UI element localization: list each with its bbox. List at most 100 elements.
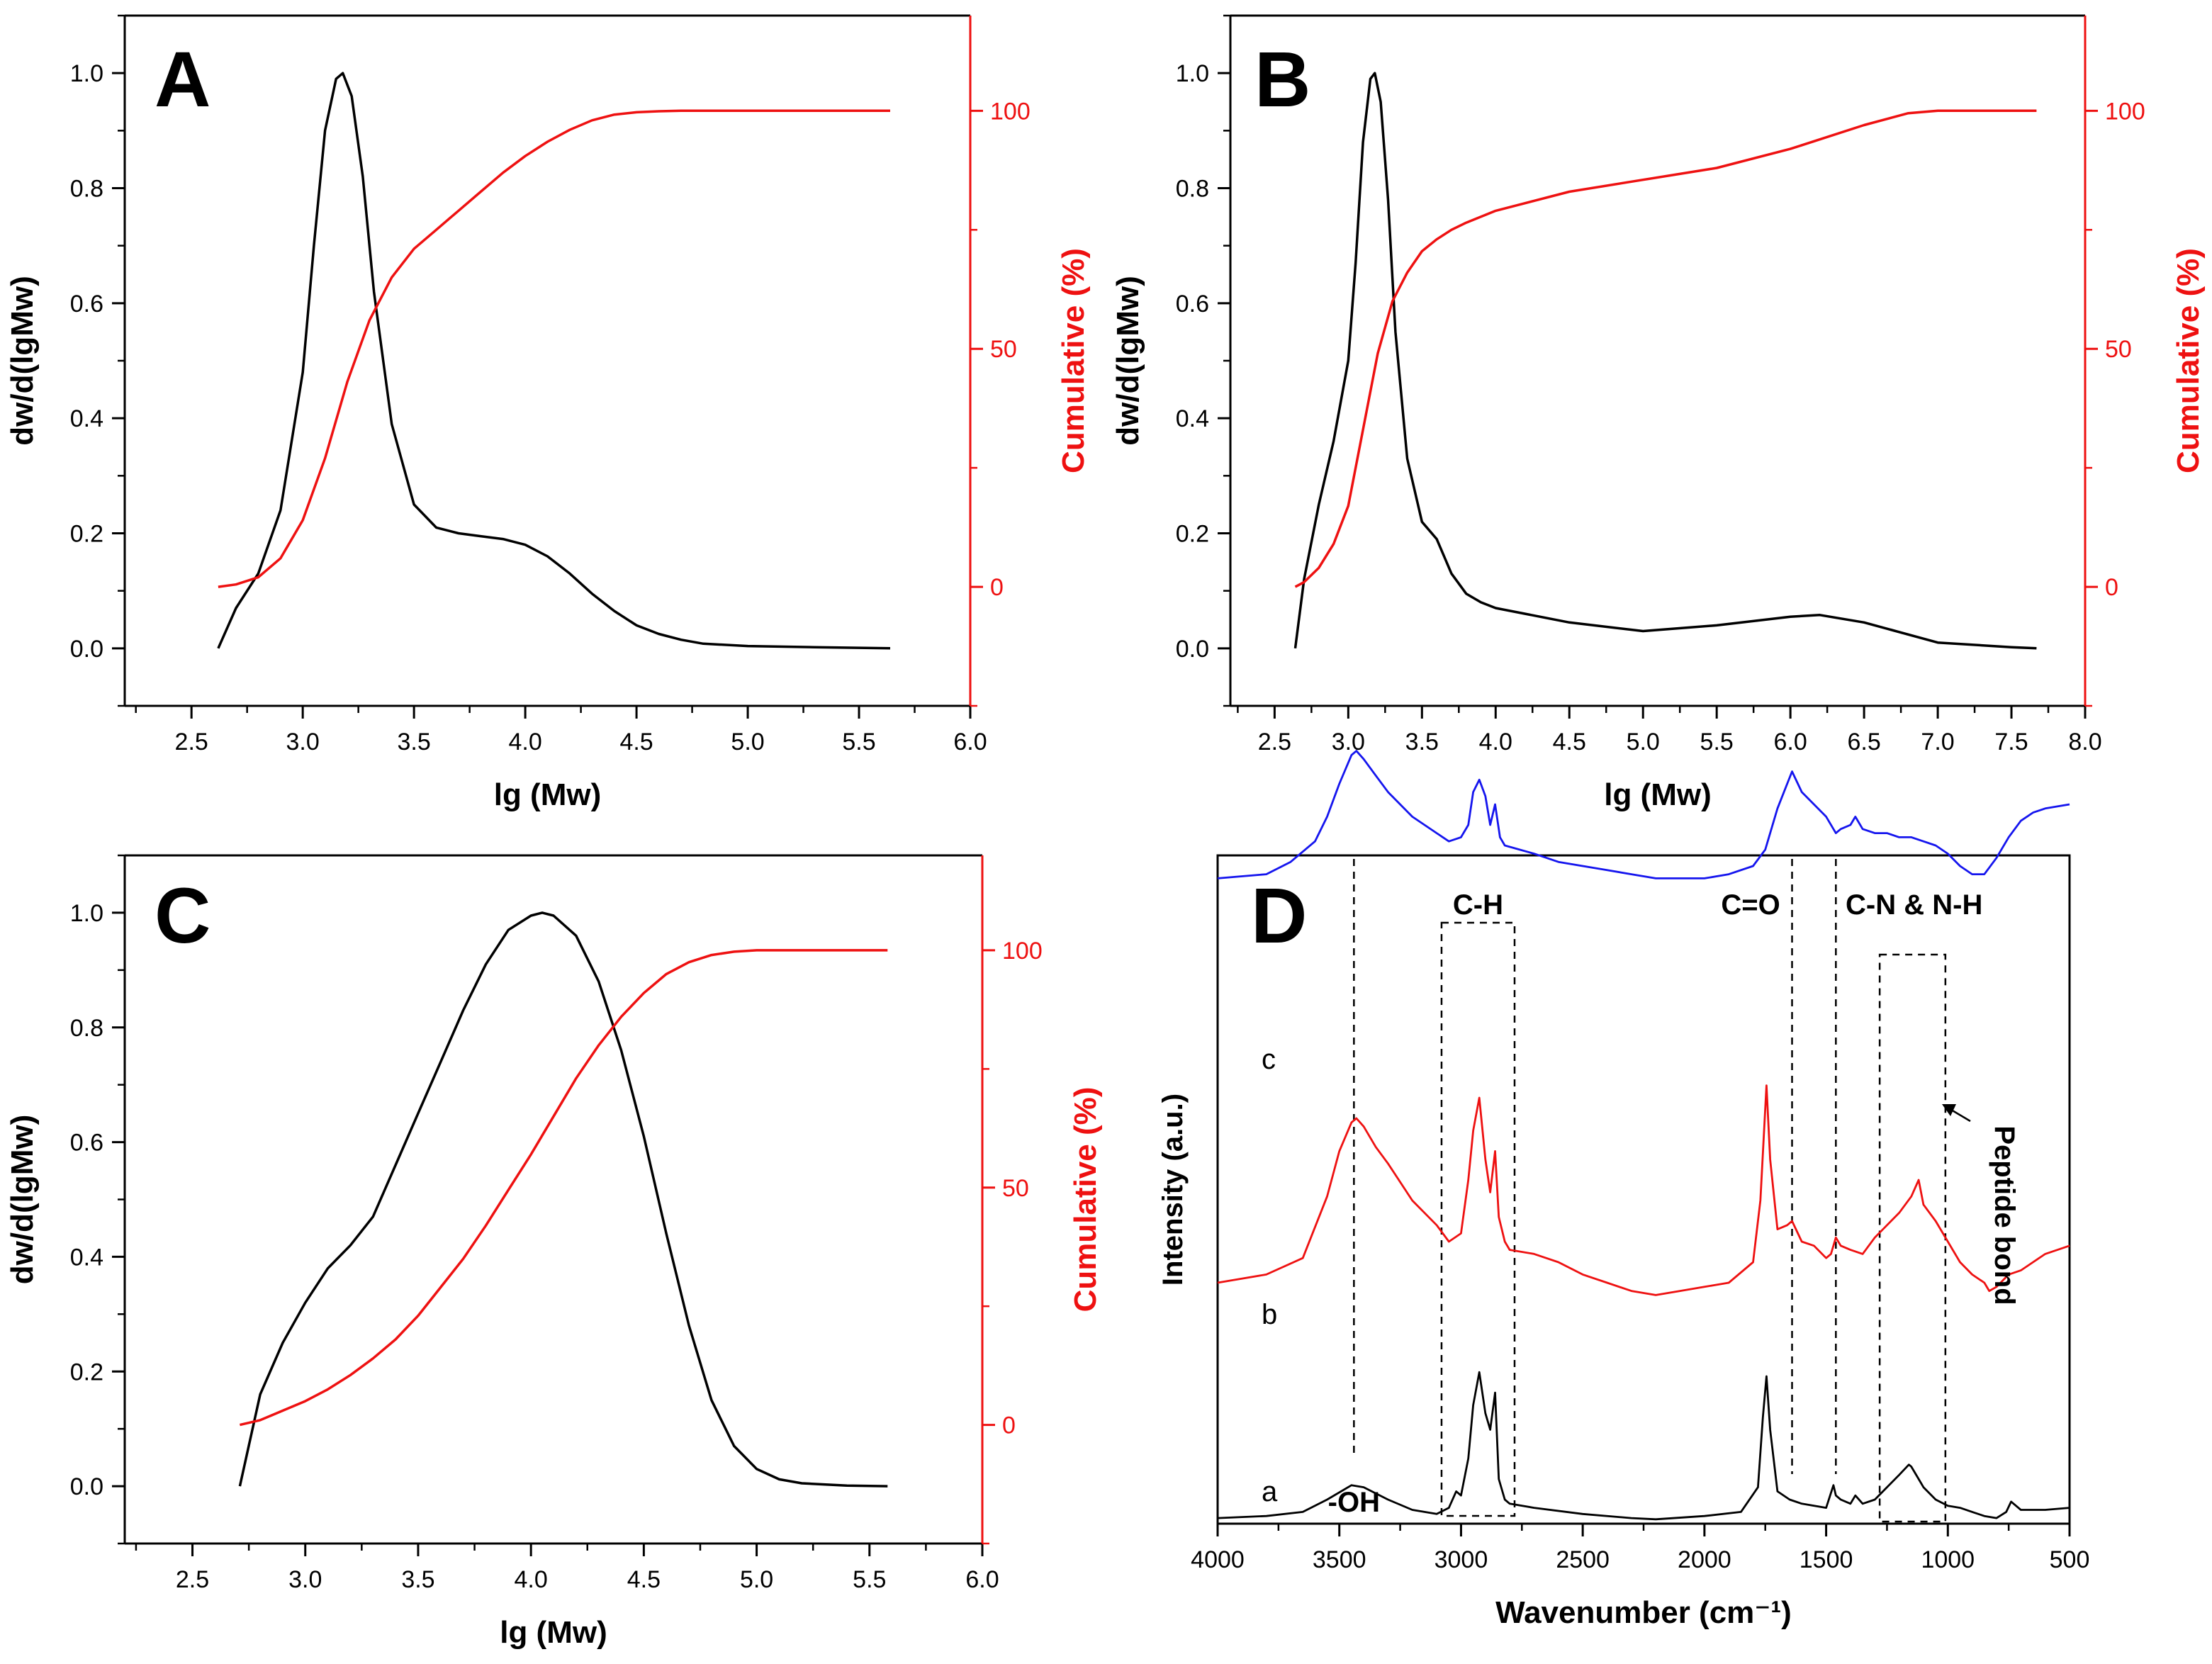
x-tick-label: 6.0 bbox=[1774, 729, 1807, 755]
y2-tick-label: 100 bbox=[2105, 98, 2145, 125]
spectrum-c bbox=[1217, 750, 2070, 879]
y2-tick-label: 100 bbox=[990, 98, 1031, 125]
x-tick-label: 5.5 bbox=[1700, 729, 1734, 755]
x-tick-label: 4.5 bbox=[619, 729, 653, 755]
x-tick-label: 3.5 bbox=[401, 1566, 434, 1593]
distribution-line bbox=[217, 72, 891, 650]
x-tick-label: 5.5 bbox=[853, 1566, 886, 1593]
x-tick-label: 4.5 bbox=[627, 1566, 661, 1593]
annotation-peptide: Peptide bond bbox=[1989, 1125, 2020, 1305]
panel-d: 4000 3500 3000 2500 2000 1500 1000 500 Wavenumbe… bbox=[1157, 750, 2090, 1630]
spectrum-a bbox=[1217, 1371, 2070, 1521]
x-tick-label: 1000 bbox=[1921, 1546, 1975, 1573]
x-tick-label: 4.0 bbox=[515, 1566, 548, 1593]
x-tick-label: 6.0 bbox=[953, 729, 987, 755]
y2-axis-label: Cumulative (%) bbox=[1056, 248, 1091, 473]
y-tick-label: 1.0 bbox=[70, 60, 103, 87]
y-tick-label: 0.0 bbox=[1176, 636, 1209, 663]
x-tick-label: 2.5 bbox=[1258, 729, 1291, 755]
spectrum-label-b: b bbox=[1262, 1299, 1277, 1330]
y-axis-label: Intensity (a.u.) bbox=[1157, 1094, 1189, 1286]
x-tick-label: 2000 bbox=[1678, 1546, 1731, 1573]
cumulative-line bbox=[240, 949, 888, 1427]
x-tick-label: 7.0 bbox=[1921, 729, 1954, 755]
y2-tick-label: 50 bbox=[990, 336, 1017, 363]
x-tick-label: 8.0 bbox=[2068, 729, 2101, 755]
y-tick-label: 0.2 bbox=[1176, 521, 1209, 548]
y2-tick-label: 50 bbox=[1002, 1175, 1029, 1202]
y-tick-label: 1.0 bbox=[1176, 60, 1209, 87]
panel-a: 2.5 3.0 3.5 4.0 4.5 5.0 5.5 6.0 0.0 0.2 0.4 0.6 0.8 1… bbox=[5, 14, 1091, 812]
y-tick-label: 0.0 bbox=[70, 636, 103, 663]
y-axis-label: dw/d(lgMw) bbox=[1111, 276, 1145, 446]
x-tick-label: 4.0 bbox=[508, 729, 541, 755]
y-tick-label: 0.8 bbox=[70, 176, 103, 203]
annotation-co: C=O bbox=[1721, 889, 1780, 921]
y-tick-label: 0.4 bbox=[70, 405, 103, 432]
y2-axis-label: Cumulative (%) bbox=[1068, 1087, 1103, 1312]
y2-tick-label: 50 bbox=[2105, 336, 2132, 363]
panel-letter: B bbox=[1254, 36, 1310, 123]
panel-c: 2.5 3.0 3.5 4.0 4.5 5.0 5.5 6.0 0.0 0.2 0.4 0.6 0.8 1… bbox=[5, 854, 1103, 1650]
x-tick-label: 500 bbox=[2050, 1546, 2090, 1573]
cumulative-line bbox=[1294, 109, 2037, 588]
panel-letter: C bbox=[155, 872, 210, 960]
x-axis-label: lg (Mw) bbox=[500, 1615, 607, 1650]
y2-tick-label: 0 bbox=[990, 574, 1004, 601]
panel-letter: A bbox=[155, 36, 210, 123]
cumulative-line bbox=[218, 109, 890, 588]
panel-b: 2.5 3.0 3.5 4.0 4.5 5.0 5.5 6.0 6.5 7.0 7.5 8.0 0.0 0… bbox=[1111, 14, 2206, 812]
x-tick-label: 5.0 bbox=[731, 729, 764, 755]
x-tick-label: 6.5 bbox=[1847, 729, 1880, 755]
y-tick-label: 0.2 bbox=[70, 521, 103, 548]
annotation-oh: -OH bbox=[1328, 1487, 1380, 1518]
y-axis-label: dw/d(lgMw) bbox=[5, 276, 40, 446]
x-tick-label: 2.5 bbox=[176, 1566, 209, 1593]
y-axis-label: dw/d(lgMw) bbox=[5, 1115, 40, 1285]
annotation-ch: C-H bbox=[1453, 889, 1503, 921]
y-tick-label: 0.6 bbox=[70, 291, 103, 317]
x-axis-label: Wavenumber (cm⁻¹) bbox=[1495, 1595, 1792, 1630]
x-tick-label: 3000 bbox=[1435, 1546, 1488, 1573]
x-tick-label: 6.0 bbox=[965, 1566, 999, 1593]
y-tick-label: 0.2 bbox=[70, 1359, 103, 1385]
distribution-line bbox=[238, 911, 888, 1488]
x-axis-label: lg (Mw) bbox=[494, 777, 602, 812]
x-tick-label: 5.5 bbox=[842, 729, 875, 755]
x-tick-label: 2.5 bbox=[175, 729, 208, 755]
peptide-arrow-head bbox=[1942, 1104, 1956, 1116]
x-tick-label: 5.0 bbox=[740, 1566, 773, 1593]
x-tick-label: 7.5 bbox=[1994, 729, 2028, 755]
x-tick-label: 3.5 bbox=[397, 729, 430, 755]
x-tick-label: 4.5 bbox=[1553, 729, 1586, 755]
y2-tick-label: 0 bbox=[1002, 1412, 1016, 1439]
y-tick-label: 0.4 bbox=[1176, 405, 1209, 432]
x-tick-label: 3.0 bbox=[286, 729, 320, 755]
x-tick-label: 4.0 bbox=[1479, 729, 1512, 755]
y2-tick-label: 100 bbox=[1002, 938, 1043, 965]
panel-letter: D bbox=[1251, 872, 1307, 960]
x-tick-label: 3500 bbox=[1313, 1546, 1366, 1573]
spectrum-label-a: a bbox=[1262, 1476, 1278, 1507]
spectrum-b bbox=[1217, 1084, 2070, 1296]
y-tick-label: 0.0 bbox=[70, 1473, 103, 1500]
x-tick-label: 2500 bbox=[1556, 1546, 1610, 1573]
x-tick-label: 1500 bbox=[1800, 1546, 1853, 1573]
y-tick-label: 0.8 bbox=[1176, 176, 1209, 203]
distribution-line bbox=[1293, 72, 2037, 650]
x-axis-label: lg (Mw) bbox=[1604, 777, 1712, 812]
y2-tick-label: 0 bbox=[2105, 574, 2118, 601]
y-tick-label: 0.6 bbox=[70, 1130, 103, 1157]
spectrum-label-c: c bbox=[1262, 1044, 1276, 1075]
y2-axis-label: Cumulative (%) bbox=[2171, 248, 2206, 473]
annotation-cn-nh: C-N & N-H bbox=[1846, 889, 1982, 921]
x-tick-label: 3.0 bbox=[288, 1566, 322, 1593]
y-tick-label: 1.0 bbox=[70, 900, 103, 927]
x-tick-label: 4000 bbox=[1191, 1546, 1245, 1573]
y-tick-label: 0.8 bbox=[70, 1015, 103, 1042]
x-tick-label: 5.0 bbox=[1627, 729, 1660, 755]
ch-box bbox=[1440, 921, 1516, 1517]
y-tick-label: 0.4 bbox=[70, 1244, 103, 1271]
